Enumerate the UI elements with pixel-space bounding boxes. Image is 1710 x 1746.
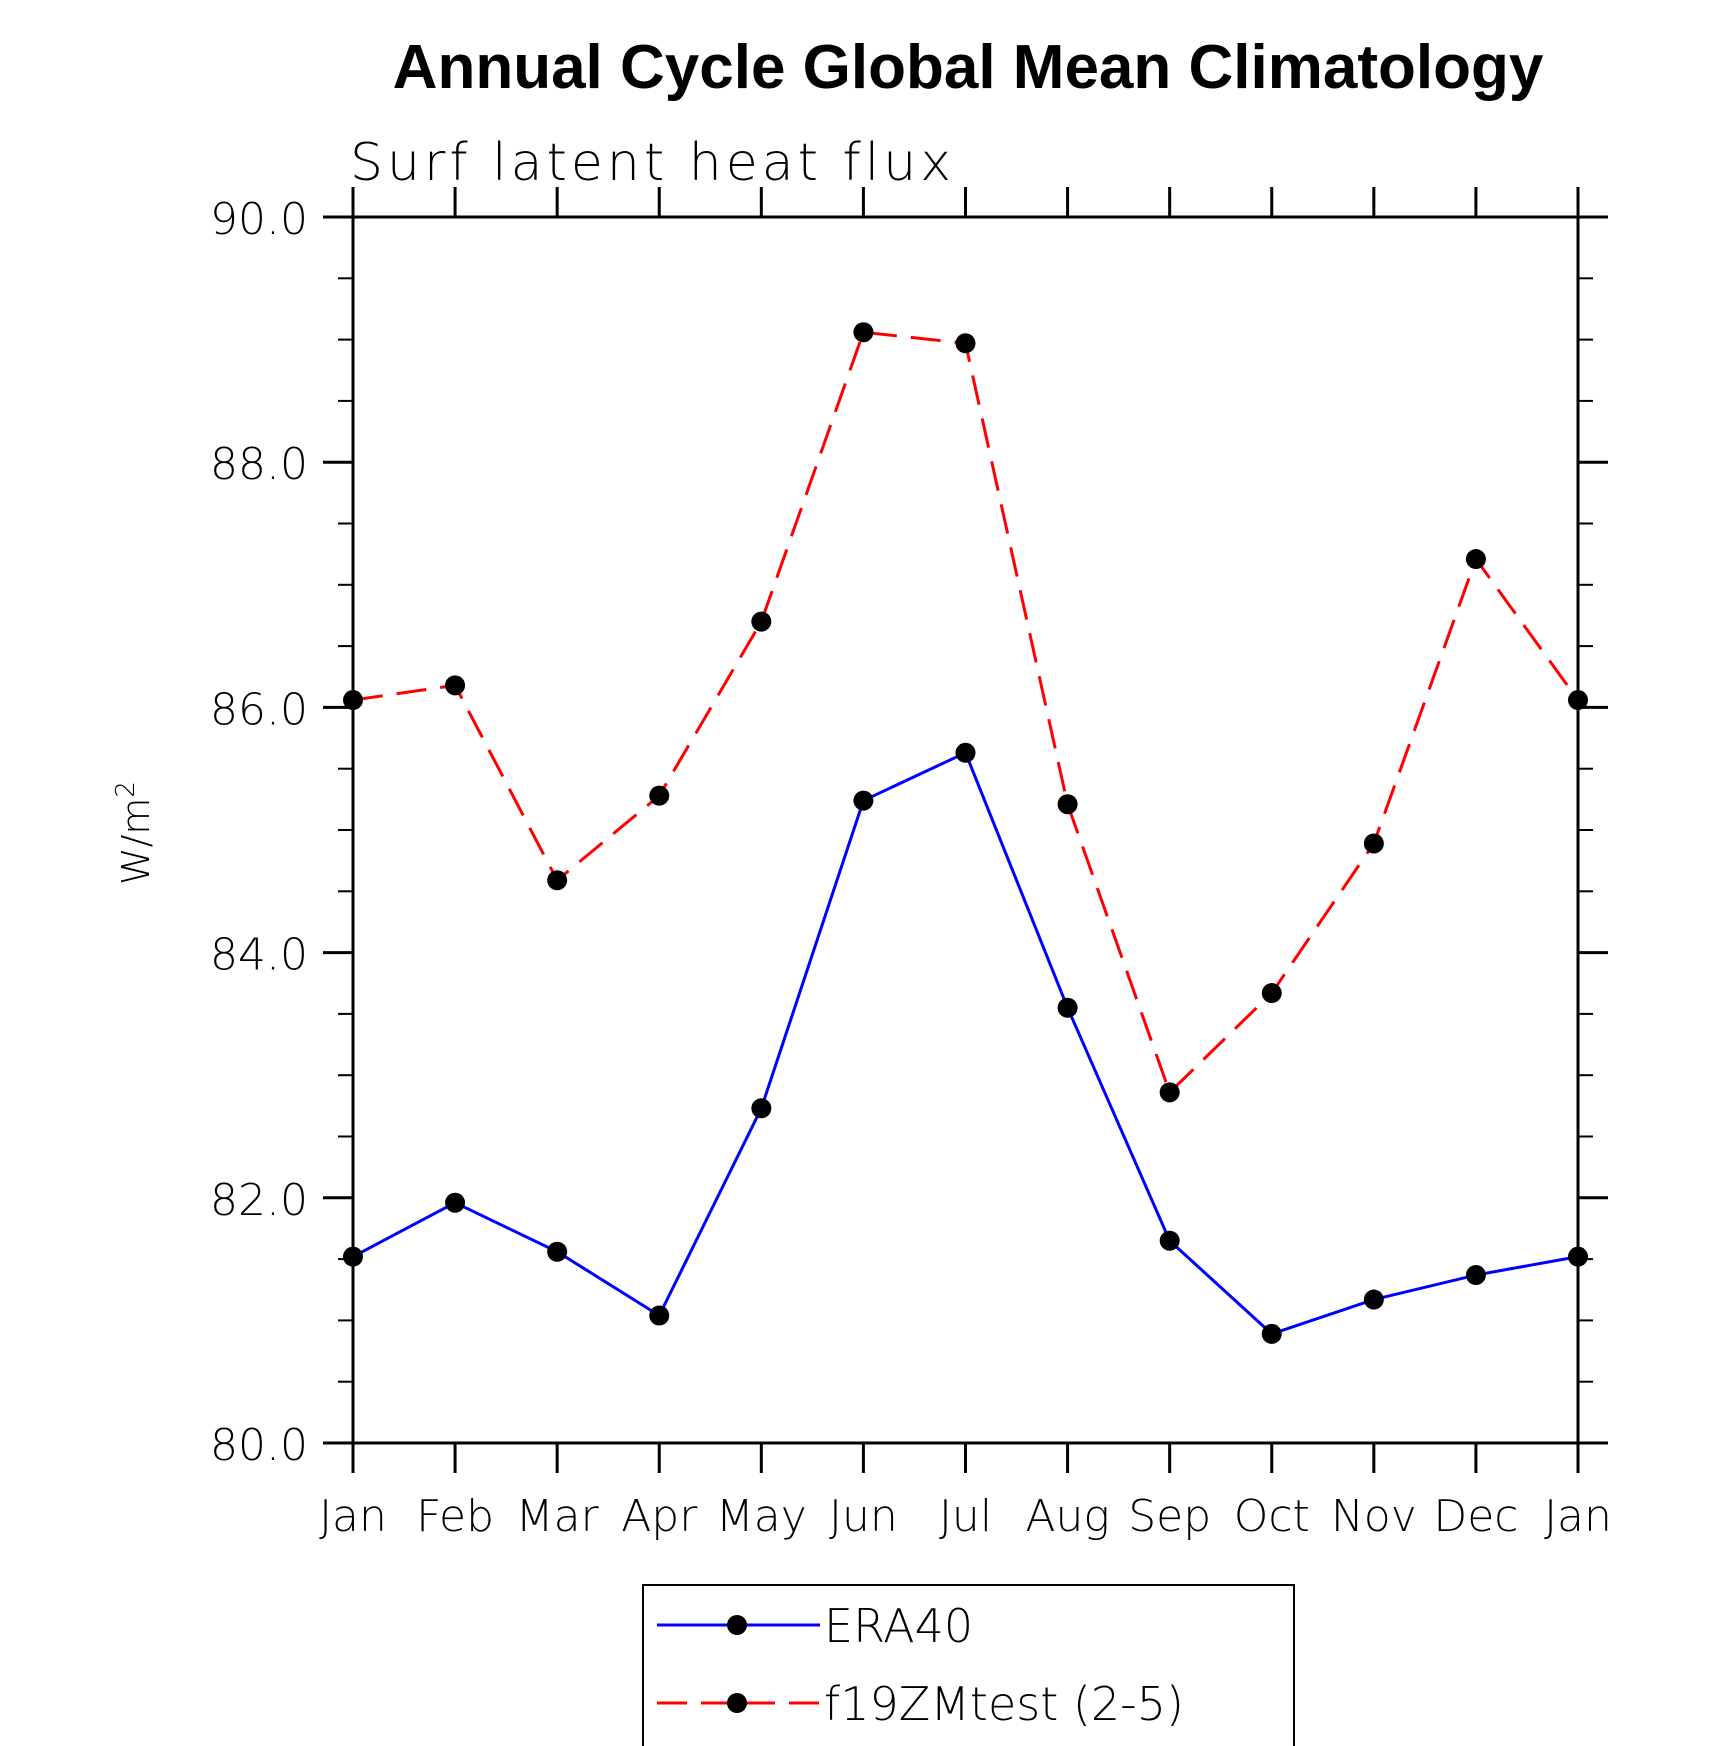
- y-tick-label: 82.0: [210, 1175, 308, 1226]
- data-point: [1568, 690, 1588, 711]
- x-tick-label: May: [716, 1491, 807, 1542]
- data-point: [1363, 1289, 1384, 1310]
- chart-subtitle: Surf latent heat flux: [350, 133, 955, 193]
- data-point: [343, 690, 363, 711]
- y-axis-label-text: W/m: [114, 798, 158, 885]
- series-1: [343, 322, 1588, 1103]
- x-tick-label: Mar: [516, 1491, 600, 1542]
- y-tick-label: 84.0: [210, 930, 308, 981]
- legend: ERA40 f19ZMtest (2-5): [642, 1584, 1295, 1746]
- x-tick-label: Dec: [1433, 1491, 1518, 1542]
- legend-marker: [727, 1615, 747, 1635]
- x-tick-label: Oct: [1234, 1491, 1310, 1542]
- data-point: [343, 1246, 363, 1267]
- data-point: [547, 1241, 568, 1262]
- data-point: [1057, 997, 1078, 1018]
- y-axis-label-superscript: 2: [111, 781, 141, 798]
- y-tick-label: 86.0: [210, 684, 308, 735]
- data-point: [853, 790, 874, 811]
- x-tick-label: Jan: [1544, 1491, 1612, 1542]
- data-point: [1261, 983, 1282, 1004]
- y-tick-label: 90.0: [210, 194, 308, 245]
- series-0: [343, 742, 1588, 1344]
- legend-label: ERA40: [824, 1599, 973, 1653]
- plot-series: [343, 322, 1588, 1344]
- data-point: [751, 611, 772, 632]
- legend-item: ERA40: [657, 1599, 973, 1653]
- data-point: [1465, 1265, 1486, 1286]
- data-point: [853, 322, 874, 343]
- x-tick-label: Jun: [829, 1491, 898, 1542]
- data-point: [445, 1192, 466, 1213]
- plot-axes: Jan Feb Mar Apr May Jun Jul Aug Sep Oct Nov Dec Jan8…: [210, 187, 1612, 1542]
- legend-item: f19ZMtest (2-5): [657, 1677, 1184, 1731]
- y-tick-label: 80.0: [210, 1420, 308, 1471]
- data-point: [1465, 549, 1486, 570]
- data-point: [1363, 833, 1384, 854]
- y-axis-label: W/m2: [111, 781, 158, 885]
- x-tick-label: Apr: [621, 1491, 698, 1542]
- data-point: [751, 1098, 772, 1119]
- legend-marker: [727, 1693, 747, 1713]
- data-point: [955, 742, 976, 763]
- data-point: [649, 1305, 670, 1326]
- data-point: [649, 785, 670, 806]
- x-tick-label: Feb: [416, 1491, 494, 1542]
- x-tick-label: Jan: [319, 1491, 387, 1542]
- data-point: [1159, 1230, 1180, 1251]
- data-point: [547, 870, 568, 891]
- chart-title: Annual Cycle Global Mean Climatology: [393, 33, 1544, 102]
- data-point: [1568, 1246, 1588, 1267]
- data-point: [1261, 1323, 1282, 1344]
- x-tick-label: Aug: [1025, 1491, 1109, 1542]
- data-point: [1057, 794, 1078, 815]
- legend-label: f19ZMtest (2-5): [824, 1677, 1184, 1731]
- y-tick-label: 88.0: [210, 439, 308, 490]
- legend-box: [642, 1584, 1295, 1746]
- data-point: [1159, 1082, 1180, 1103]
- legend-items: ERA40 f19ZMtest (2-5): [657, 1599, 1184, 1731]
- data-point: [955, 333, 976, 354]
- x-tick-label: Jul: [939, 1491, 992, 1542]
- data-point: [445, 675, 466, 696]
- x-tick-label: Nov: [1331, 1491, 1417, 1542]
- x-tick-label: Sep: [1128, 1491, 1211, 1542]
